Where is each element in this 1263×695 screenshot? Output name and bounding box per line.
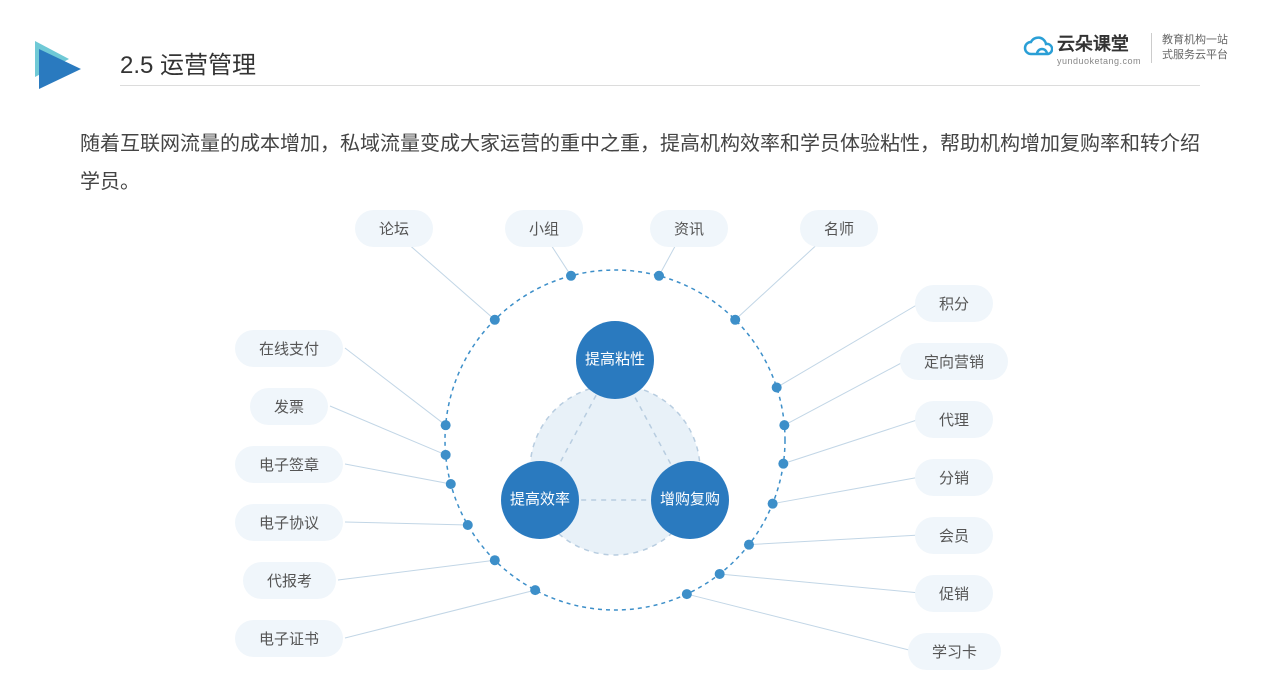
title-underline [120, 85, 1200, 86]
pill-agreement: 电子协议 [235, 504, 343, 541]
pill-invoice: 发票 [250, 388, 328, 425]
pill-forum: 论坛 [355, 210, 433, 247]
brand-logo: 云朵课堂 yunduoketang.com 教育机构一站 式服务云平台 [1023, 30, 1228, 66]
pill-distribute: 分销 [915, 459, 993, 496]
pill-card: 学习卡 [908, 633, 1001, 670]
pill-marketing: 定向营销 [900, 343, 1008, 380]
hub-efficiency: 提高效率 [501, 461, 579, 539]
diagram-connections [0, 190, 1263, 695]
pill-exam: 代报考 [243, 562, 336, 599]
pill-member: 会员 [915, 517, 993, 554]
header: 2.5 运营管理 云朵课堂 yunduoketang.com 教育机构一站 式服… [0, 0, 1263, 90]
hub-stickiness: 提高粘性 [576, 321, 654, 399]
section-arrow-icon [35, 35, 85, 93]
logo-divider [1151, 33, 1152, 63]
pill-promo: 促销 [915, 575, 993, 612]
logo-name: 云朵课堂 [1057, 30, 1141, 56]
pill-group: 小组 [505, 210, 583, 247]
logo-domain: yunduoketang.com [1057, 56, 1141, 66]
pill-points: 积分 [915, 285, 993, 322]
pill-agent: 代理 [915, 401, 993, 438]
cloud-icon [1023, 36, 1053, 60]
pill-sign: 电子签章 [235, 446, 343, 483]
operations-diagram: 提高粘性提高效率增购复购 论坛 小组 资讯 名师在线支付发票电子签章电子协议代报考电子… [0, 190, 1263, 695]
hub-repurchase: 增购复购 [651, 461, 729, 539]
pill-teacher: 名师 [800, 210, 878, 247]
section-title: 2.5 运营管理 [120, 45, 256, 80]
logo-tagline: 教育机构一站 式服务云平台 [1162, 33, 1228, 64]
pill-news: 资讯 [650, 210, 728, 247]
pill-pay: 在线支付 [235, 330, 343, 367]
pill-cert: 电子证书 [235, 620, 343, 657]
